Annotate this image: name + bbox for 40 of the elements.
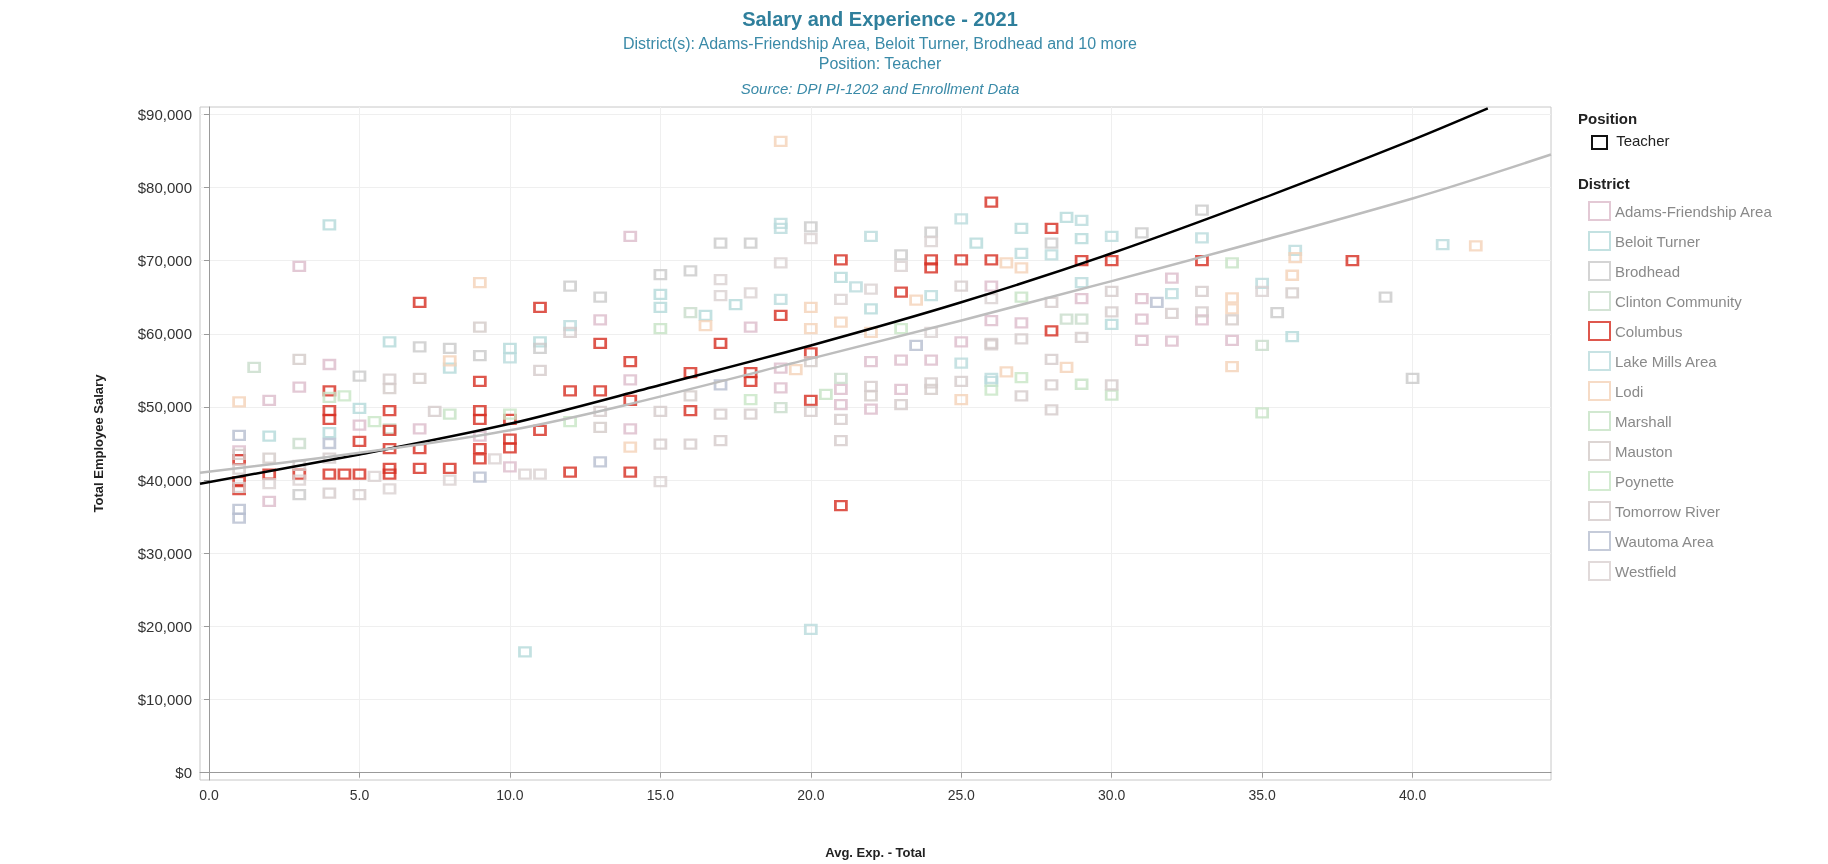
y-tick-label: $30,000 <box>137 544 192 562</box>
x-tick-label: 5.0 <box>349 787 370 803</box>
chart-title: Salary and Experience - 2021 <box>742 8 1018 30</box>
legend-label: Mauston <box>1615 442 1673 460</box>
y-tick-label: $60,000 <box>137 325 192 343</box>
x-tick-label: 20.0 <box>797 787 825 803</box>
legend-label: Clinton Community <box>1615 292 1743 310</box>
x-tick-label: 25.0 <box>947 787 976 803</box>
legend-label: Poynette <box>1615 472 1675 490</box>
legend-label: Beloit Turner <box>1615 232 1701 250</box>
y-tick-label: $10,000 <box>137 691 192 709</box>
y-tick-label: $0 <box>175 764 192 782</box>
y-tick-label: $90,000 <box>137 105 192 123</box>
text: Teacher <box>1616 132 1670 149</box>
text: Position <box>1578 110 1638 127</box>
legend-label: Lake Mills Area <box>1615 352 1718 370</box>
y-tick-label: $80,000 <box>137 178 192 196</box>
legend-label: Tomorrow River <box>1615 502 1721 520</box>
chart-subtitle: District(s): Adams-Friendship Area, Beloit Turner, Brodhead and 10 more Position: Teacher <box>622 34 1138 72</box>
legend-label: Marshall <box>1615 412 1672 430</box>
legend-label: Wautoma Area <box>1615 532 1715 550</box>
y-tick-label: $70,000 <box>137 252 192 270</box>
legend-label: Brodhead <box>1615 262 1681 280</box>
legend-label: Westfield <box>1615 562 1677 580</box>
x-tick-label: 0.0 <box>199 787 219 803</box>
source-note: Source: DPI PI-1202 and Enrollment Data <box>740 80 1020 97</box>
x-tick-label: 30.0 <box>1098 787 1126 803</box>
legend-label: Adams-Friendship Area <box>1615 202 1773 220</box>
y-tick-label: $40,000 <box>137 471 192 489</box>
x-axis-title: Avg. Exp. - Total <box>825 845 926 860</box>
x-tick-label: 40.0 <box>1398 787 1427 803</box>
x-tick-label: 35.0 <box>1248 787 1276 803</box>
x-tick-label: 10.0 <box>496 787 524 803</box>
legend-title: District <box>1578 175 1630 192</box>
y-tick-label: $50,000 <box>137 398 192 416</box>
legend-label: Lodi <box>1615 382 1644 400</box>
y-axis-title: Total Employee Salary <box>91 373 106 513</box>
y-tick-label: $20,000 <box>137 617 192 635</box>
legend-label: Columbus <box>1615 322 1683 340</box>
x-tick-label: 15.0 <box>646 787 675 803</box>
